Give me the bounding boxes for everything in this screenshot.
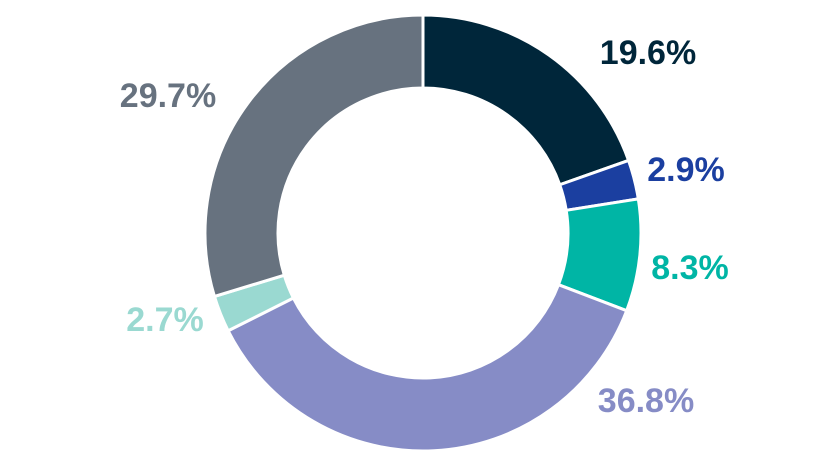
donut-slice-1 <box>421 13 631 187</box>
slice-label-1: 19.6% <box>600 34 696 72</box>
slice-labels: 19.6% 2.9% 8.3% 36.8% 2.7% 29.7% <box>120 34 729 420</box>
slice-label-5: 2.7% <box>126 301 204 339</box>
donut-slices <box>203 13 643 453</box>
slice-label-3: 8.3% <box>651 249 729 287</box>
slice-label-2: 2.9% <box>647 151 725 189</box>
slice-label-4: 36.8% <box>598 382 694 420</box>
donut-slice-6 <box>203 13 425 299</box>
donut-slice-4 <box>226 282 629 453</box>
slice-label-6: 29.7% <box>120 77 216 115</box>
